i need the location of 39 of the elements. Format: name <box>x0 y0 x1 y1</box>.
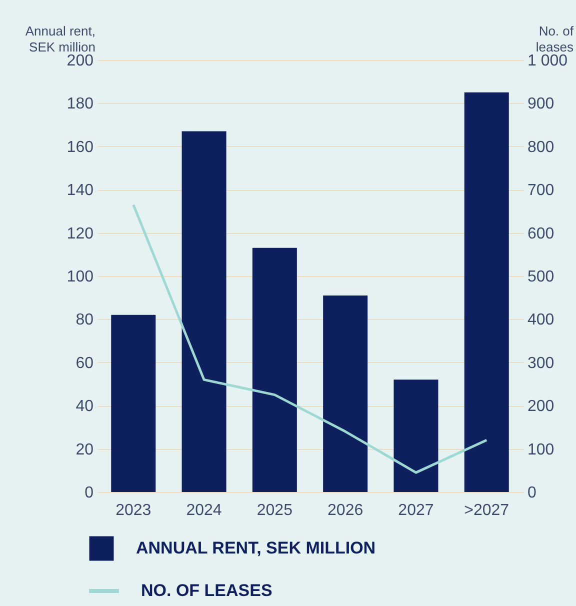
y2-tick-label: 100 <box>528 441 554 458</box>
x-tick-label: >2027 <box>464 502 510 519</box>
y2-tick-label: 600 <box>528 225 554 242</box>
bar <box>111 314 156 492</box>
x-tick-label: 2025 <box>256 502 293 519</box>
y-tick-label: 100 <box>66 268 94 286</box>
y-tick-label: 40 <box>76 398 94 416</box>
y2-tick-label: 0 <box>528 484 536 502</box>
y2-tick-label: 300 <box>528 354 554 372</box>
line-series <box>132 203 488 474</box>
y2-tick-label: 700 <box>528 182 554 200</box>
y-tick-label: 80 <box>76 312 94 329</box>
y-axis-title: Annual rent, SEK million <box>25 24 96 54</box>
x-tick-label: 2023 <box>116 502 152 519</box>
bar <box>182 131 226 492</box>
y2-tick-label: 900 <box>528 96 554 113</box>
x-tick-label: 2026 <box>328 502 364 519</box>
x-tick-label: 2024 <box>186 502 222 519</box>
y-tick-label: 0 <box>84 484 94 502</box>
y2-tick-label: 500 <box>528 268 554 286</box>
legend-label: ANNUAL RENT, SEK MILLION <box>136 538 376 558</box>
y-tick-label: 20 <box>76 441 94 458</box>
y-tick-label: 60 <box>76 354 94 372</box>
y-tick-label: 120 <box>66 225 94 242</box>
y2-tick-label: 400 <box>528 312 554 329</box>
y2-tick-label: 800 <box>528 138 554 156</box>
bar <box>394 380 438 492</box>
y-tick-label: 200 <box>66 52 94 70</box>
bar <box>252 248 297 492</box>
y2-tick-label: 200 <box>528 398 554 416</box>
y-tick-label: 160 <box>66 138 94 156</box>
legend-label: NO. OF LEASES <box>141 581 272 600</box>
y-tick-label: 140 <box>66 182 94 200</box>
x-tick-label: 2027 <box>398 502 434 519</box>
bar <box>464 92 509 492</box>
bar <box>323 295 368 492</box>
y2-axis-title: No. of leases <box>536 24 574 54</box>
y2-tick-label: 1 000 <box>528 52 568 70</box>
y-tick-label: 180 <box>66 96 94 113</box>
